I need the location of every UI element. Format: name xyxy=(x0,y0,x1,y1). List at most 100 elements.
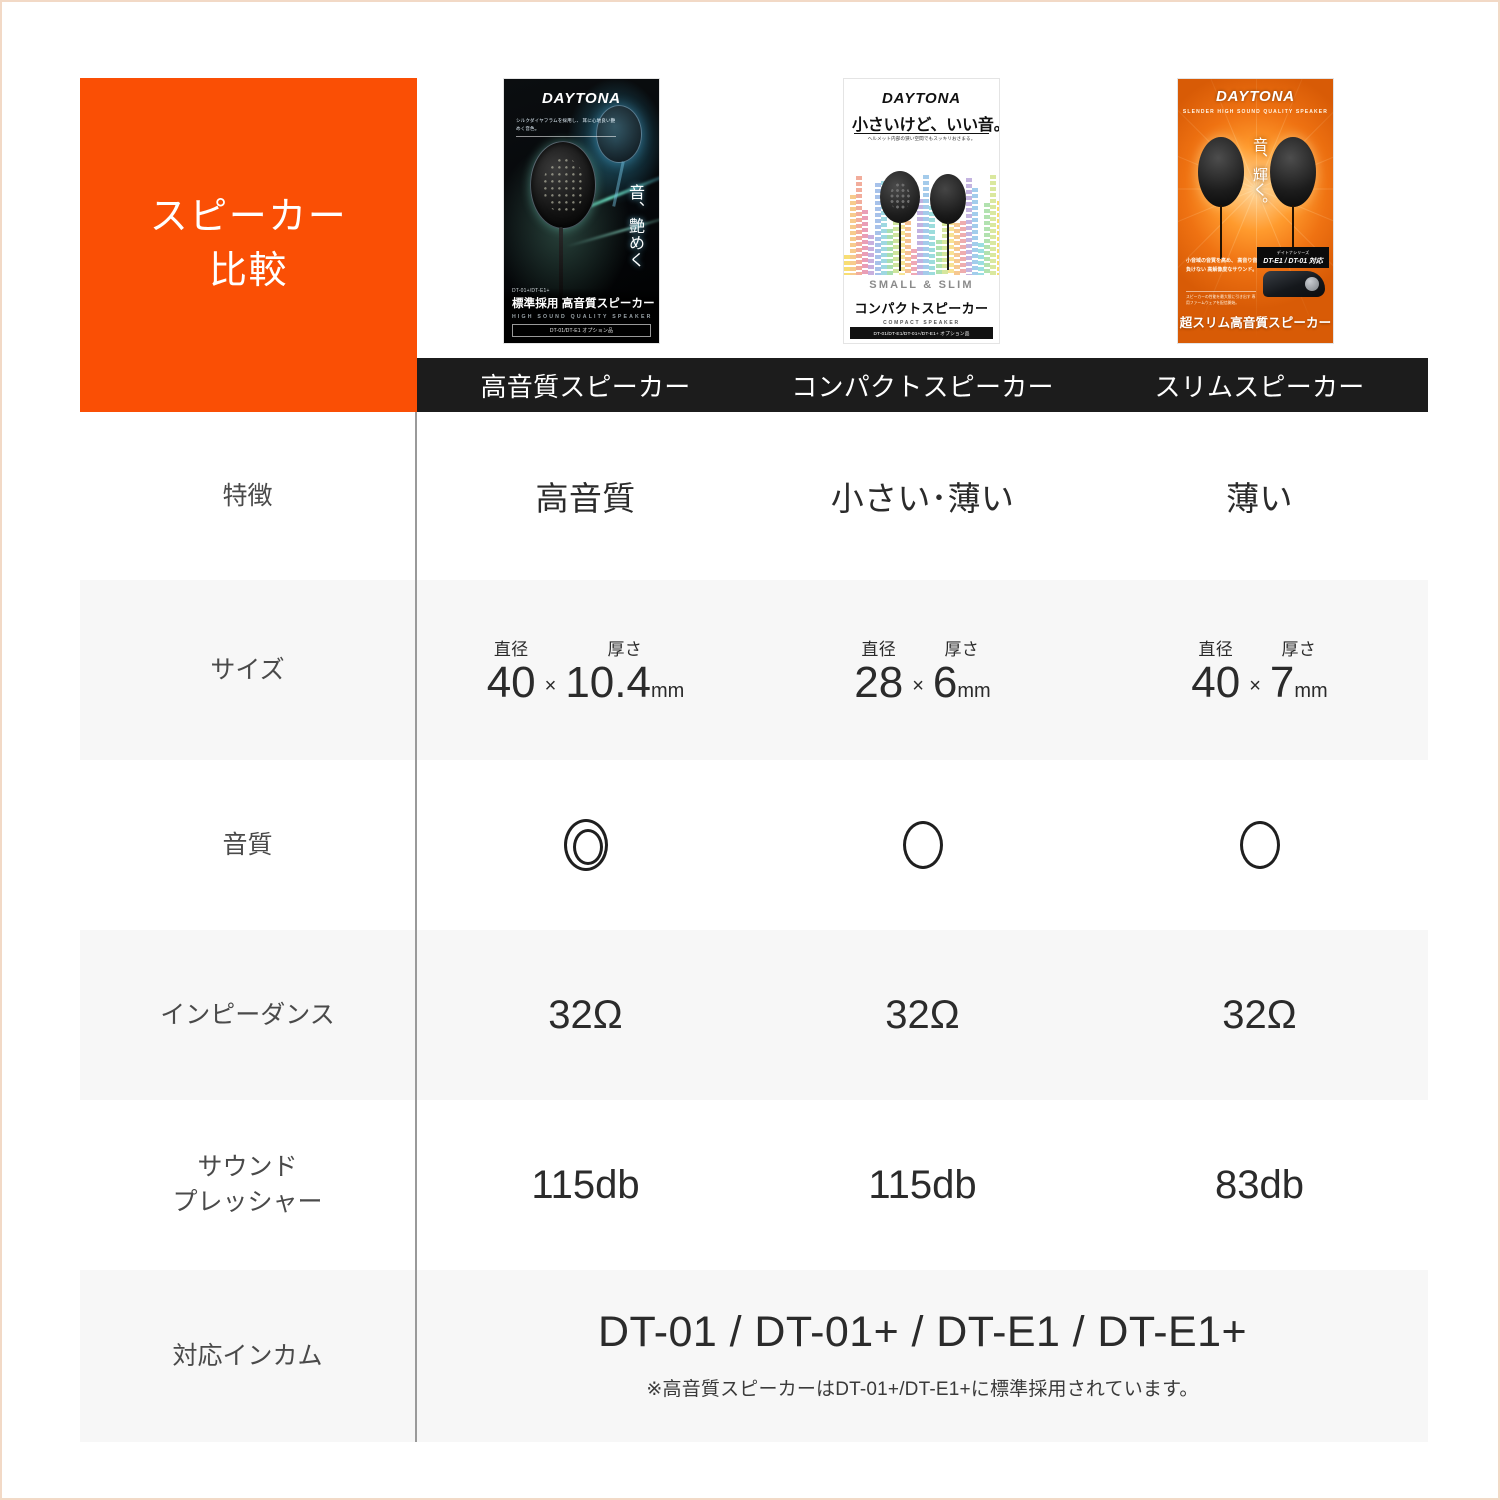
speaker-cable-icon xyxy=(1220,205,1222,259)
feature-value-compact: 小さい･薄い xyxy=(830,480,1015,517)
row-label-sound-pressure-line2: プレッシャー xyxy=(172,1188,323,1216)
product-package-compact[interactable]: DAYTONA 小さいけど、いい音。 ヘルメット内部の狭い空間でもスッキリおさま… xyxy=(843,78,1000,344)
light-rays-graphic xyxy=(1178,79,1333,343)
package1-caption: シルクダイヤフラムを採用し、 耳に心地良い艶めく音色。 xyxy=(516,117,616,137)
page-title: スピーカー 比較 xyxy=(150,191,348,299)
package3-copy: 小音域の音質を高め、 高音り音に負けない 高解像度なサウンド。 xyxy=(1186,258,1263,273)
size-unit: mm xyxy=(1294,680,1328,702)
package1-option-note: DT-01/DT-E1 オプション品 xyxy=(512,324,651,337)
row-label-sound-pressure-line1: サウンド xyxy=(197,1153,298,1181)
sound-pressure-value-slim: 83db xyxy=(1215,1162,1304,1207)
title-block: スピーカー 比較 xyxy=(80,78,417,412)
package3-background xyxy=(1178,79,1333,343)
product-package-slim[interactable]: DAYTONA SLENDER HIGH SOUND QUALITY SPEAK… xyxy=(1177,78,1334,344)
row-label-quality: 音質 xyxy=(80,760,417,930)
size-thickness-value: 6 xyxy=(932,658,958,707)
package3-badge-model: DT-E1 / DT-01 対応 xyxy=(1263,258,1323,265)
package1-main-title: 標準採用 高音質スピーカー xyxy=(512,298,655,310)
circle-icon xyxy=(1239,821,1280,869)
double-circle-icon xyxy=(563,819,608,871)
package1-footer: DT-01+/DT-E1+ 標準採用 高音質スピーカー HIGH SOUND Q… xyxy=(504,288,659,343)
package1-model-line: DT-01+/DT-E1+ xyxy=(512,288,550,294)
row-label-feature: 特徴 xyxy=(80,412,417,580)
package3-english-header: SLENDER HIGH SOUND QUALITY SPEAKER xyxy=(1182,109,1329,115)
table-row-impedance: インピーダンス 32Ω 32Ω 32Ω xyxy=(80,930,1428,1100)
size-diameter-value: 40 xyxy=(486,658,536,707)
size-separator: × xyxy=(1249,675,1261,697)
size-value-compact: 直径 28 × 厚さ 6 mm xyxy=(754,580,1091,760)
package2-headline: 小さいけど、いい音。 xyxy=(852,117,1000,134)
size-thickness-value: 7 xyxy=(1269,658,1295,707)
size-value-high-quality: 直径 40 × 厚さ 10.4 mm xyxy=(417,580,754,760)
brand-logo-daytona: DAYTONA xyxy=(1215,88,1296,105)
package3-vertical-copy: 音、輝く。 xyxy=(1251,137,1268,212)
row-label-size: サイズ xyxy=(80,580,417,760)
package2-main-title: コンパクトスピーカー xyxy=(854,301,989,316)
intercom-value: DT-01 / DT-01+ / DT-E1 / DT-E1+ xyxy=(598,1308,1247,1356)
quality-value-slim xyxy=(1091,760,1428,930)
size-caption-diameter: 直径 xyxy=(861,640,897,659)
package3-badge-series: デイトナシリーズ xyxy=(1276,250,1310,255)
table-row-sound-pressure: サウンド プレッシャー 115db 115db 83db xyxy=(80,1100,1428,1270)
size-caption-thickness: 厚さ xyxy=(1281,640,1317,659)
size-separator: × xyxy=(544,675,557,697)
package2-option-note: DT-01/DT-E1/DT-01+/DT-E1+ オプション品 xyxy=(850,327,993,339)
feature-value-high-quality: 高音質 xyxy=(535,480,636,517)
row-label-intercom: 対応インカム xyxy=(80,1270,417,1442)
package2-english-title: COMPACT SPEAKER xyxy=(883,320,960,326)
package3-main-title: 超スリム高音質スピーカー xyxy=(1179,316,1332,330)
equalizer-bars-graphic xyxy=(844,167,999,275)
circle-icon xyxy=(902,821,943,869)
top-area: スピーカー 比較 DAYTONA シルクダイヤフラムを採用し、 耳に心地良い艶め… xyxy=(80,78,1428,412)
table-row-intercom: 対応インカム DT-01 / DT-01+ / DT-E1 / DT-E1+ ※… xyxy=(80,1270,1428,1442)
column-header-slim: スリムスピーカー xyxy=(1154,371,1365,402)
size-unit: mm xyxy=(957,680,991,702)
page-title-line2: 比較 xyxy=(208,250,289,292)
speaker-driver-icon xyxy=(930,174,966,224)
comparison-table: 特徴 高音質 小さい･薄い 薄い サイズ 直径 40 × 厚さ 10.4 mm 直径 28 × 厚… xyxy=(80,412,1428,1442)
brand-logo-daytona: DAYTONA xyxy=(881,90,962,107)
size-unit: mm xyxy=(650,680,685,702)
row-label-sound-pressure: サウンド プレッシャー xyxy=(80,1100,417,1270)
sound-pressure-value-compact: 115db xyxy=(868,1162,977,1207)
size-caption-thickness: 厚さ xyxy=(607,640,643,659)
table-row-feature: 特徴 高音質 小さい･薄い 薄い xyxy=(80,412,1428,580)
divider xyxy=(854,133,989,134)
impedance-value-slim: 32Ω xyxy=(1222,992,1297,1037)
package3-badge: デイトナシリーズ DT-E1 / DT-01 対応 xyxy=(1257,247,1329,268)
intercom-note: ※高音質スピーカーはDT-01+/DT-E1+に標準採用されています。 xyxy=(646,1379,1199,1400)
size-diameter-value: 28 xyxy=(854,658,904,707)
speaker-cable-icon xyxy=(947,222,949,270)
quality-value-compact xyxy=(754,760,1091,930)
speaker-cable-icon xyxy=(1292,205,1294,259)
page-title-line1: スピーカー xyxy=(149,196,348,239)
package1-vertical-copy: 音、艶めく xyxy=(626,184,643,268)
size-value-slim: 直径 40 × 厚さ 7 mm xyxy=(1091,580,1428,760)
table-row-size: サイズ 直径 40 × 厚さ 10.4 mm 直径 28 × 厚さ 6 mm 直径 40 × 厚さ 7 mm xyxy=(80,580,1428,760)
speaker-driver-icon xyxy=(1198,137,1244,207)
row-label-impedance: インピーダンス xyxy=(80,930,417,1100)
speaker-cable-icon xyxy=(559,227,563,297)
speaker-driver-icon xyxy=(596,105,642,163)
column-header-high-quality: 高音質スピーカー xyxy=(480,371,691,402)
speaker-driver-icon xyxy=(880,171,920,223)
table-row-quality: 音質 xyxy=(80,760,1428,930)
size-caption-thickness: 厚さ xyxy=(944,640,980,659)
size-diameter-value: 40 xyxy=(1191,658,1241,707)
column-header-row: 高音質スピーカー コンパクトスピーカー スリムスピーカー xyxy=(417,358,1428,412)
sound-pressure-value-high-quality: 115db xyxy=(531,1162,640,1207)
impedance-value-compact: 32Ω xyxy=(885,992,960,1037)
size-separator: × xyxy=(912,675,924,697)
package1-english-title: HIGH SOUND QUALITY SPEAKER xyxy=(512,314,653,320)
column-header-compact: コンパクトスピーカー xyxy=(791,371,1054,402)
feature-value-slim: 薄い xyxy=(1226,480,1293,517)
size-caption-diameter: 直径 xyxy=(493,640,529,659)
brand-logo-daytona: DAYTONA xyxy=(541,90,622,107)
product-package-high-quality[interactable]: DAYTONA シルクダイヤフラムを採用し、 耳に心地良い艶めく音色。 音、艶め… xyxy=(503,78,660,344)
quality-value-high-quality xyxy=(417,760,754,930)
package3-copy-note: スピーカーの性能を最大限に引き出す 専用ファームウェアを配信開始。 xyxy=(1186,291,1256,306)
size-thickness-value: 10.4 xyxy=(565,658,651,707)
intercom-device-icon xyxy=(1263,271,1325,297)
impedance-value-high-quality: 32Ω xyxy=(548,992,623,1037)
